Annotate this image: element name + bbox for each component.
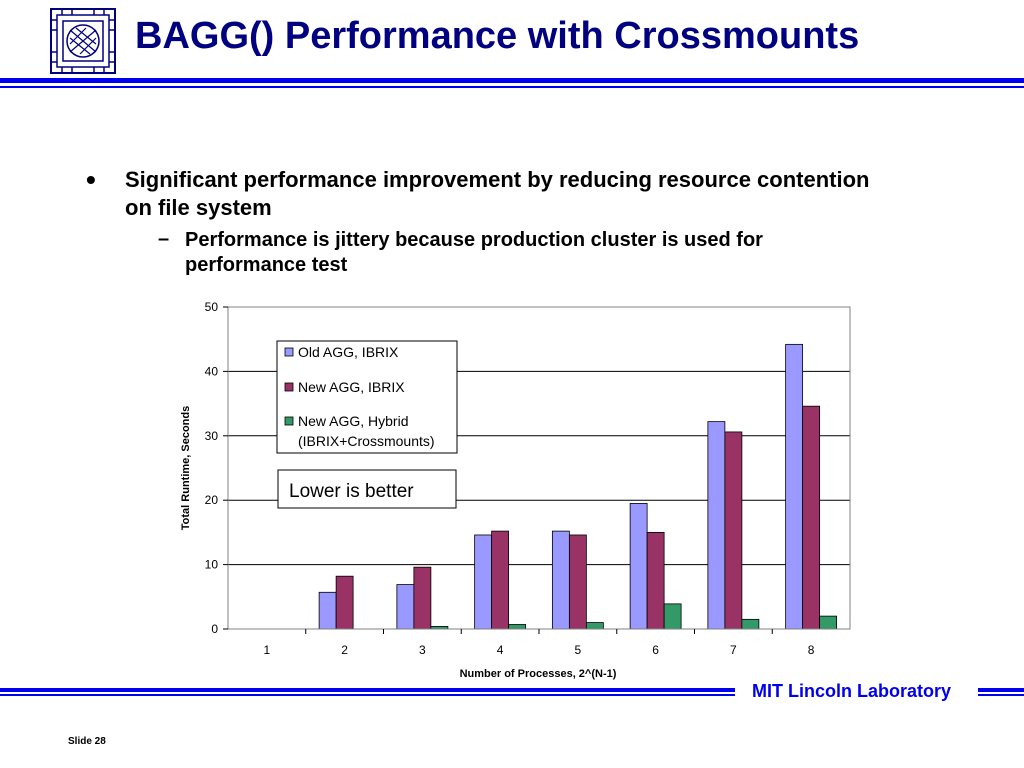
bar-1-3 (396, 584, 415, 630)
title-rule-thin (0, 86, 1024, 88)
mit-ll-logo (50, 8, 116, 74)
x-tick-label: 4 (497, 643, 504, 657)
x-tick-label: 8 (808, 643, 815, 657)
sub-bullet-dash: – (158, 228, 170, 250)
bar-2-3 (413, 566, 432, 630)
x-axis-label: Number of Processes, 2^(N-1) (460, 668, 617, 680)
bar-2-7 (724, 431, 743, 630)
legend-label-old-agg: Old AGG, IBRIX (298, 344, 399, 360)
footer-rule-left (0, 688, 735, 692)
legend-label-hybrid-2: (IBRIX+Crossmounts) (298, 433, 435, 449)
bar-2-4 (491, 530, 510, 630)
y-tick-label: 0 (211, 622, 218, 636)
legend-swatch-old-agg (284, 347, 294, 357)
chart-legend: Old AGG, IBRIX New AGG, IBRIX New AGG, H… (276, 340, 458, 454)
sub-bullet-text: Performance is jittery because productio… (185, 229, 763, 276)
footer-lab-name: MIT Lincoln Laboratory (752, 681, 952, 701)
slide-number: Slide 28 (68, 736, 106, 747)
annotation-frame (277, 469, 457, 509)
bar-3-6 (663, 603, 682, 630)
legend-label-new-agg: New AGG, IBRIX (298, 379, 405, 395)
legend-box (276, 340, 458, 454)
bar-2-8 (802, 405, 821, 630)
bar-2-6 (646, 532, 665, 630)
legend-swatch-new-agg (284, 382, 294, 392)
bar-3-8 (819, 615, 838, 630)
y-tick-label: 10 (205, 558, 219, 572)
y-tick-label: 30 (205, 429, 219, 443)
slide-title: BAGG() Performance with Crossmounts (135, 15, 860, 57)
y-tick-label: 50 (205, 300, 219, 314)
bar-3-7 (741, 618, 760, 630)
footer-rule-left-thin (0, 694, 735, 696)
bullet-text: Significant performance improvement by r… (125, 167, 870, 220)
annotation-text: Lower is better (289, 481, 414, 502)
x-tick-label: 6 (652, 643, 659, 657)
footer-rule-right-thin (978, 694, 1024, 696)
x-tick-label: 7 (730, 643, 737, 657)
bar-2-2 (335, 575, 354, 630)
x-tick-label: 2 (341, 643, 348, 657)
legend-label-hybrid: New AGG, Hybrid (298, 413, 408, 429)
bar-1-4 (474, 534, 493, 630)
legend-swatch-hybrid (284, 416, 294, 426)
bar-1-6 (629, 503, 648, 630)
y-axis-label: Total Runtime, Seconds (180, 406, 192, 530)
footer-rule-right (978, 688, 1024, 692)
y-tick-label: 20 (205, 493, 219, 507)
bar-3-4 (508, 624, 527, 630)
bar-2-5 (568, 534, 587, 630)
bar-1-8 (785, 343, 804, 630)
x-tick-label: 3 (419, 643, 426, 657)
bar-1-5 (551, 530, 570, 630)
x-tick-label: 1 (264, 643, 271, 657)
bar-1-2 (318, 591, 337, 630)
bar-1-7 (707, 421, 726, 630)
title-rule (0, 78, 1024, 83)
bar-3-5 (585, 622, 604, 630)
annotation-box: Lower is better (277, 469, 457, 509)
y-tick-label: 40 (205, 364, 219, 378)
bullet-dot: • (86, 164, 96, 195)
x-tick-label: 5 (575, 643, 582, 657)
